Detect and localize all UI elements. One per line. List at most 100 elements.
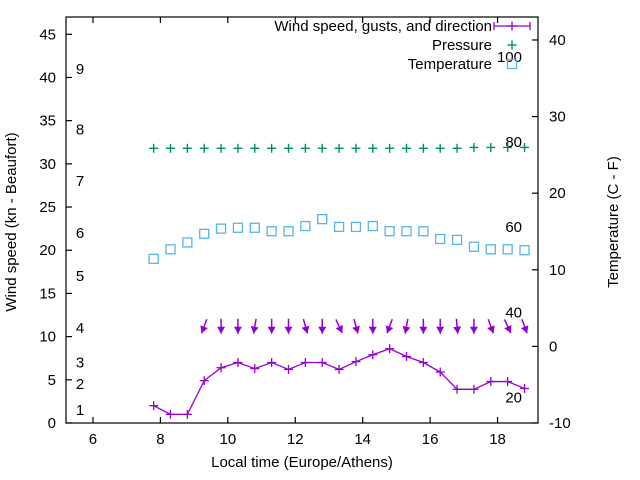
y2-axis-title: Temperature (C - F) [605,156,622,288]
pressure-marker [284,143,294,153]
temperature-marker [468,241,480,252]
wind-speed-marker [166,409,176,419]
y-axis-ticks: 0 5 10 15 20 25 30 35 40 45 [39,26,72,432]
legend-label-wind: Wind speed, gusts, and direction [274,18,492,35]
wind-direction-arrow [335,319,343,334]
temperature-marker [519,245,530,256]
wind-speed-marker [216,363,226,373]
temperature-marker [182,237,193,248]
beaufort-label: 8 [76,121,84,138]
x-tick-label: 8 [156,431,164,448]
temperature-marker [300,220,311,232]
y-tick-label: 5 [48,372,56,389]
temperature-series [148,213,530,265]
wind-speed-marker [267,358,277,368]
x-tick-label: 12 [287,431,304,448]
beaufort-label: 2 [76,376,84,393]
wind-direction-arrow [385,318,394,334]
pressure-marker [520,142,530,152]
wind-direction-arrow [284,318,293,334]
pressure-marker [233,143,243,153]
wind-speed-marker [149,401,159,411]
y2-tick-label: 10 [549,262,566,279]
temperature-marker [367,220,378,232]
temperature-marker [435,233,446,245]
wind-direction-arrow [250,318,259,334]
temperature-marker [384,226,395,237]
y-axis-title: Wind speed (kn - Beaufort) [3,132,20,311]
temperature-marker [502,244,513,255]
pressure-marker [199,143,209,153]
temperature-marker [249,222,260,233]
fahrenheit-label: 80 [505,134,522,151]
pressure-marker [368,143,378,153]
x-tick-label: 16 [422,431,439,448]
wind-direction-arrow [233,318,242,334]
wind-direction-arrow [436,318,445,334]
pressure-marker [385,143,395,153]
wind-speed-marker [233,358,243,368]
beaufort-label: 6 [76,225,84,242]
y-tick-label: 35 [39,113,56,130]
y2-tick-label: 0 [549,338,557,355]
pressure-marker [334,143,344,153]
beaufort-label: 3 [76,355,84,372]
legend-label-pressure: Pressure [432,37,492,54]
pressure-marker [402,143,412,153]
temperature-marker [165,244,176,255]
wind-direction-arrow [318,318,327,334]
temperature-marker [418,226,429,237]
temperature-marker [215,223,227,234]
temperature-marker [451,234,463,246]
wind-speed-marker [435,367,445,377]
fahrenheit-label: 40 [505,305,522,322]
wind-speed-marker [402,351,412,361]
wind-direction-arrows [200,318,529,334]
y-tick-label: 40 [39,69,56,86]
wind-speed-marker [520,383,530,393]
legend-label-temperature: Temperature [408,56,492,73]
pressure-marker [250,143,260,153]
wind-speed-marker [300,358,310,368]
wind-direction-arrow [301,318,310,334]
temperature-marker [401,226,412,237]
temperature-marker [199,228,210,239]
temperature-marker [485,244,496,255]
wind-direction-arrow [217,318,226,334]
pressure-marker [418,143,428,153]
wind-direction-arrow [503,319,512,334]
y2-tick-label: 30 [549,109,566,126]
beaufort-label: 1 [76,402,84,419]
wind-direction-arrow [402,318,411,334]
wind-speed-marker [486,377,496,387]
x-tick-label: 14 [354,431,371,448]
y-tick-label: 30 [39,156,56,173]
pressure-marker [149,143,159,153]
y-tick-label: 45 [39,26,56,43]
fahrenheit-label: 60 [505,219,522,236]
pressure-marker [166,143,176,153]
wind-speed-marker [469,384,479,394]
pressure-series [149,142,530,153]
temperature-marker [350,221,362,233]
x-tick-label: 18 [489,431,506,448]
wind-direction-arrow [419,318,428,334]
pressure-marker [351,143,361,153]
wind-direction-arrow [200,318,208,334]
wind-speed-marker [452,384,462,394]
pressure-marker [216,143,226,153]
x-axis-ticks: 6 8 10 12 14 16 18 [89,17,506,448]
wind-direction-arrow [267,318,276,334]
x-tick-label: 6 [89,431,97,448]
temperature-marker [232,222,244,233]
wind-speed-marker [317,358,327,368]
beaufort-scale-labels: 1 2 3 4 5 6 7 8 9 [76,61,84,419]
wind-speed-marker [503,377,513,387]
wind-direction-arrow [352,318,360,334]
y-tick-label: 25 [39,199,56,216]
pressure-marker [469,142,479,152]
wind-speed-marker [385,344,395,354]
